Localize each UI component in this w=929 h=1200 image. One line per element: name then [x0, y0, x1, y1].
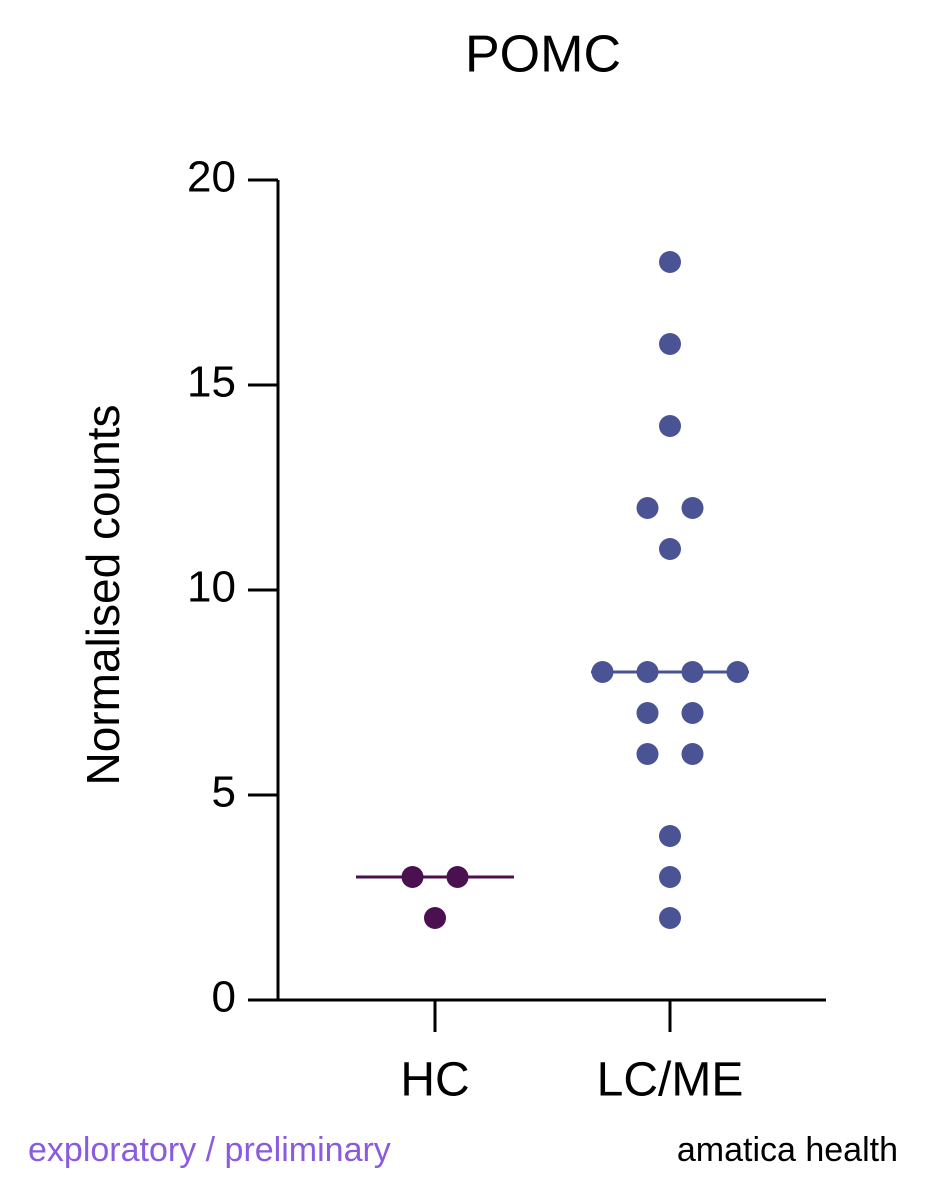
data-point: [424, 907, 446, 929]
data-point: [659, 333, 681, 355]
data-point: [726, 661, 749, 683]
chart-title: POMC: [465, 26, 621, 84]
data-point: [659, 415, 681, 437]
data-point: [681, 743, 704, 765]
data-point: [636, 743, 659, 765]
data-point: [659, 825, 681, 847]
y-tick-label: 5: [212, 768, 236, 817]
y-tick-label: 0: [212, 973, 236, 1022]
data-point: [446, 866, 469, 888]
data-point: [636, 497, 659, 519]
y-tick-label: 10: [187, 563, 236, 612]
x-tick-label: HC: [400, 1054, 469, 1107]
y-tick-label: 15: [187, 358, 236, 407]
data-point: [591, 661, 614, 683]
data-point: [636, 702, 659, 724]
data-point: [659, 538, 681, 560]
data-point: [659, 866, 681, 888]
data-point: [681, 497, 704, 519]
data-point: [401, 866, 424, 888]
y-tick-label: 20: [187, 153, 236, 202]
data-point: [659, 907, 681, 929]
y-axis-label: Normalised counts: [77, 405, 129, 786]
data-point: [681, 702, 704, 724]
footer-note: exploratory / preliminary: [28, 1131, 391, 1169]
data-point: [659, 251, 681, 273]
data-point: [681, 661, 704, 683]
x-tick-label: LC/ME: [597, 1054, 744, 1107]
data-point: [636, 661, 659, 683]
footer-brand: amatica health: [677, 1131, 898, 1169]
